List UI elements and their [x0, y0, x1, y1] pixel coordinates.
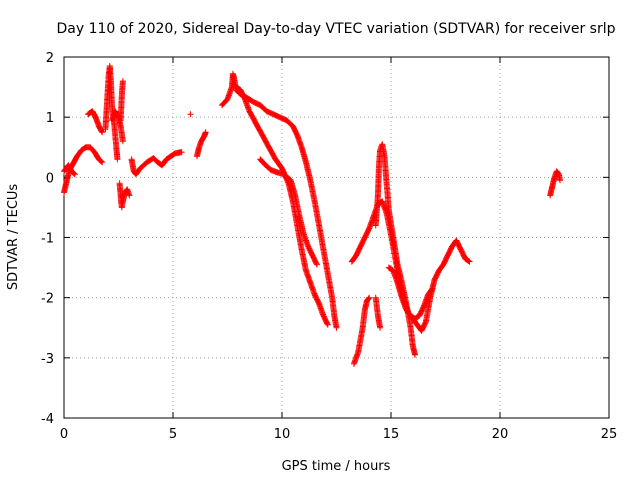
data-points — [61, 63, 563, 367]
x-tick-labels: 0 5 10 15 20 25 — [60, 427, 617, 442]
y-tick-label: 2 — [46, 51, 54, 66]
chart-title: Day 110 of 2020, Sidereal Day-to-day VTE… — [56, 21, 615, 37]
y-tick-label: 0 — [46, 171, 54, 186]
y-tick-labels: -4 -3 -2 -1 0 1 2 — [41, 51, 54, 427]
x-tick-label: 10 — [274, 427, 291, 442]
y-tick-label: -2 — [41, 292, 54, 307]
y-tick-label: -1 — [41, 232, 54, 247]
x-tick-label: 0 — [60, 427, 68, 442]
x-axis-label: GPS time / hours — [282, 459, 391, 474]
gridlines — [64, 57, 609, 418]
y-axis-label: SDTVAR / TECUs — [6, 184, 21, 291]
x-tick-label: 15 — [383, 427, 400, 442]
point-markers — [61, 63, 563, 367]
tick-marks — [63, 56, 610, 419]
y-tick-label: -4 — [41, 412, 54, 427]
y-tick-label: 1 — [46, 111, 54, 126]
x-tick-label: 25 — [601, 427, 618, 442]
y-tick-label: -3 — [41, 352, 54, 367]
x-tick-label: 20 — [492, 427, 509, 442]
x-tick-label: 5 — [169, 427, 177, 442]
